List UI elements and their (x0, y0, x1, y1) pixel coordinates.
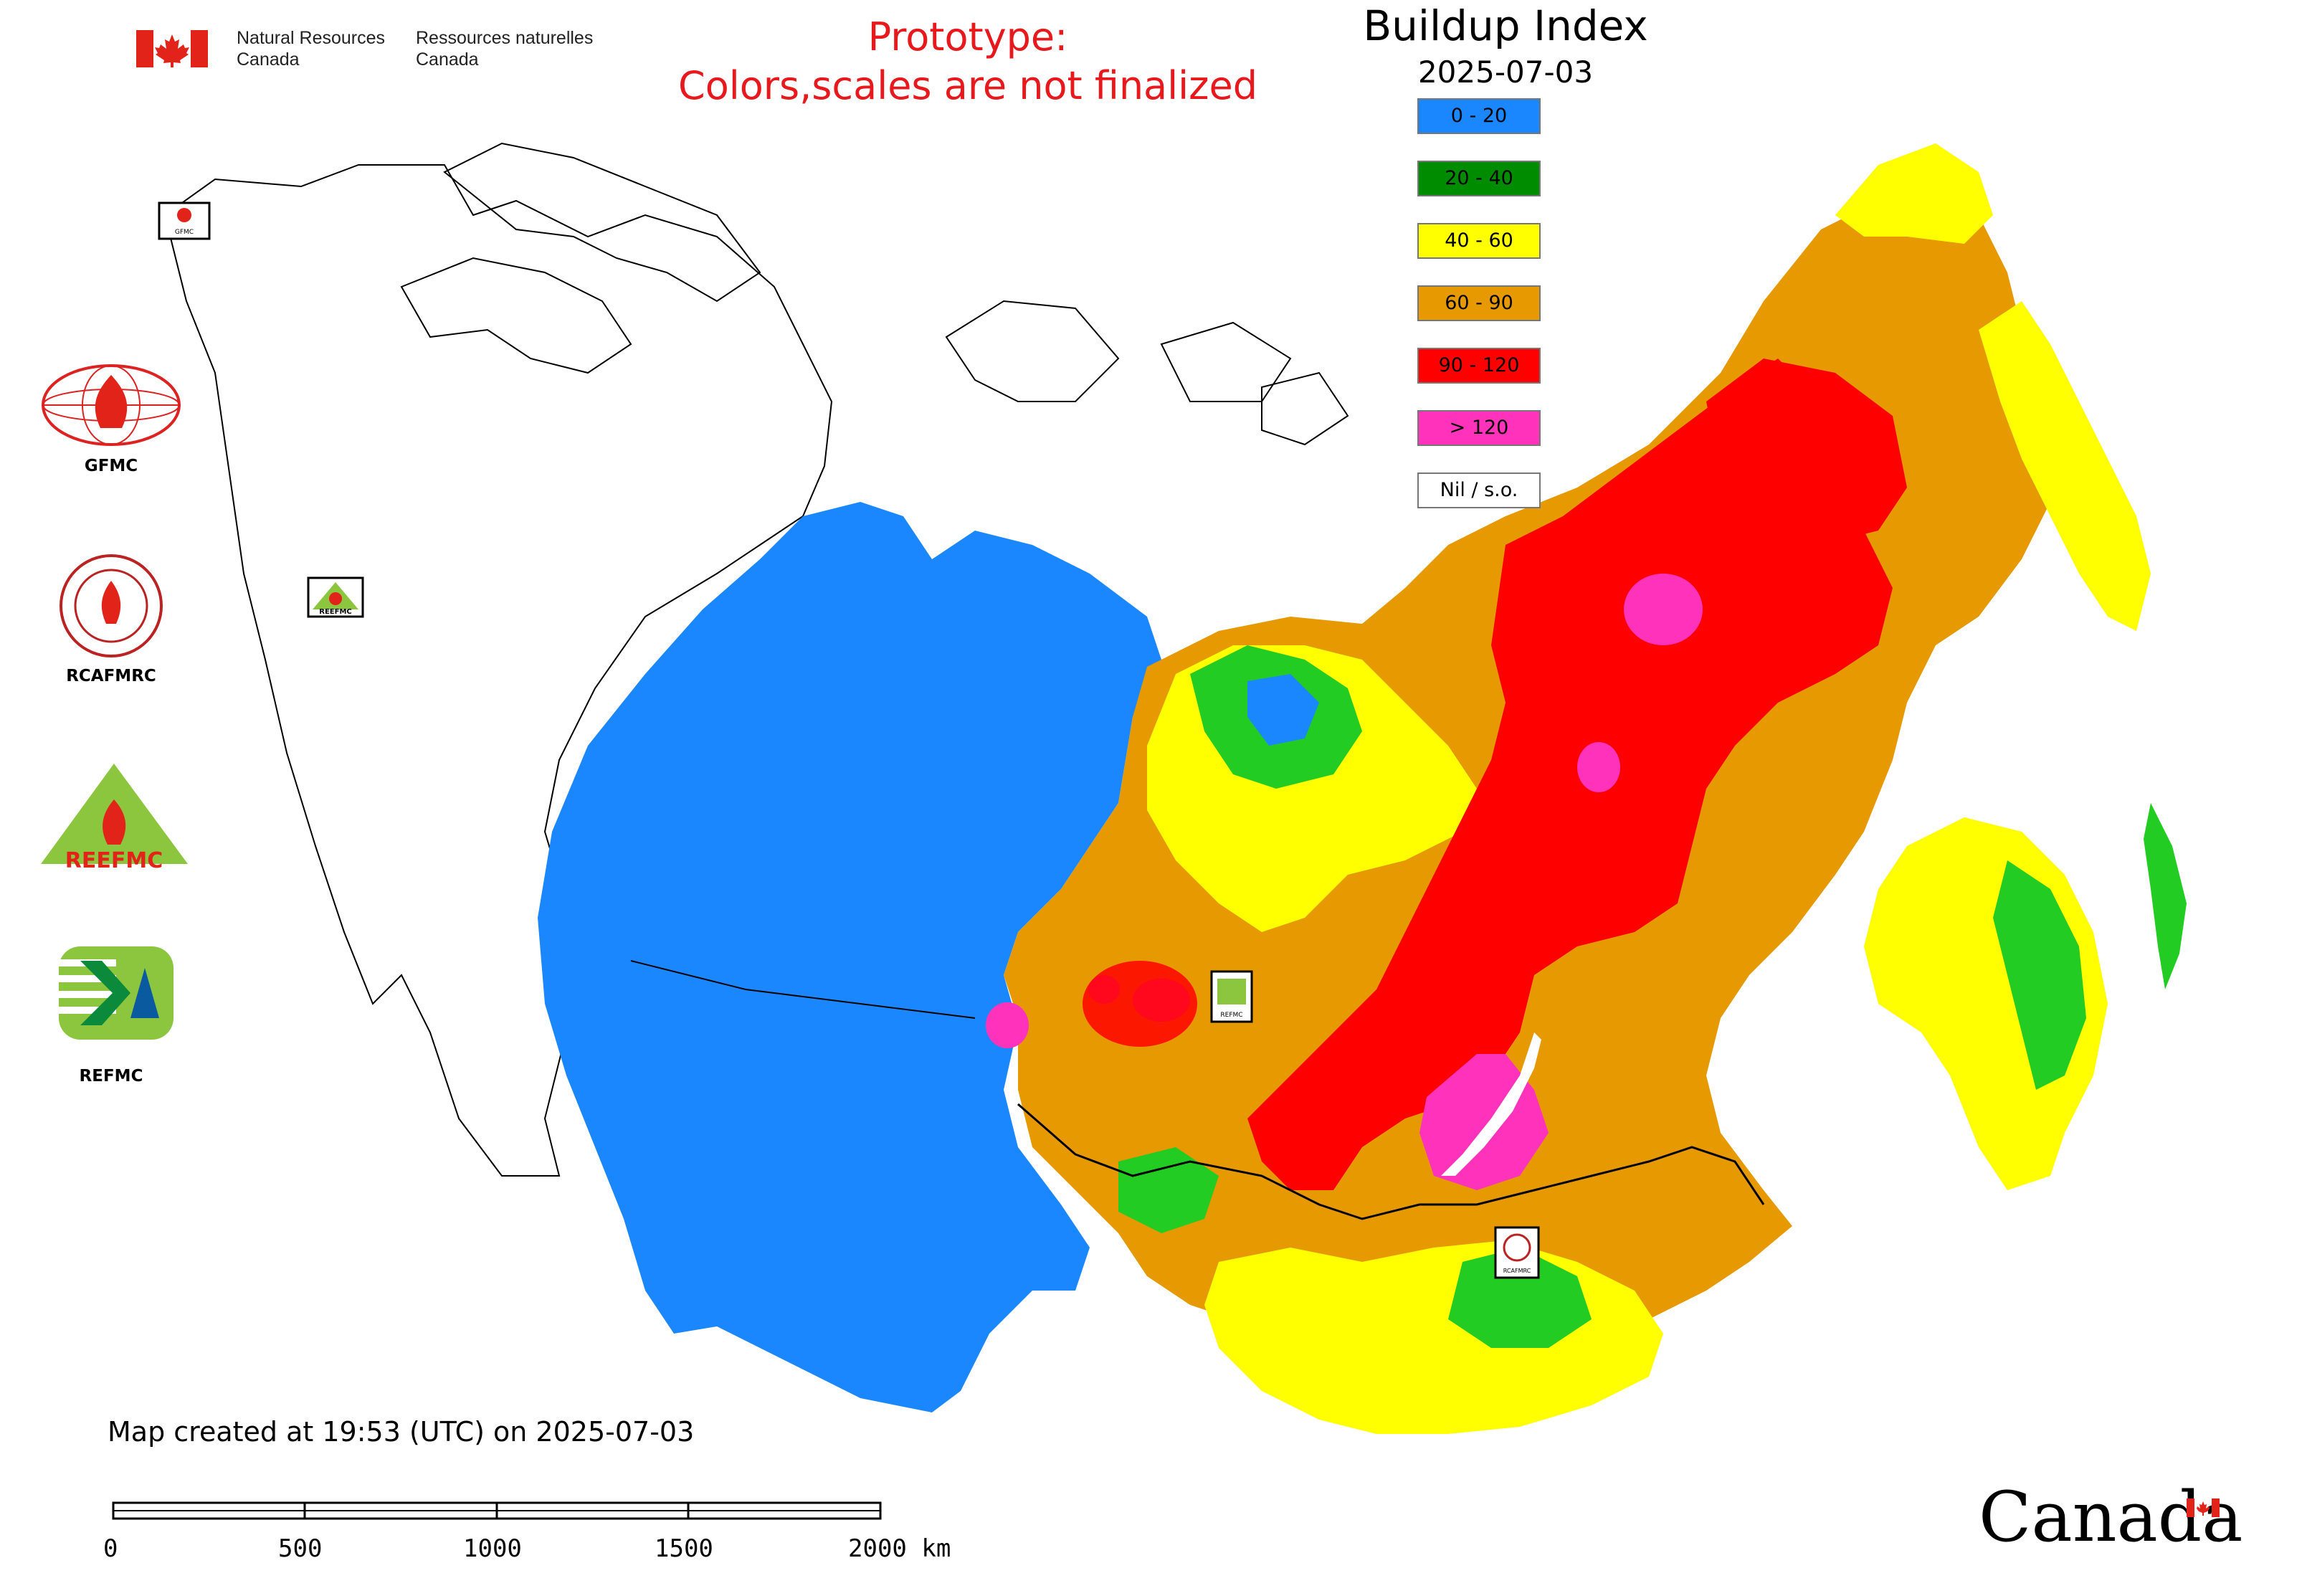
west-land-outline-2 (400, 257, 632, 374)
prototype-notice: Prototype: Colors,scales are not finaliz… (645, 13, 1290, 110)
reefmc-logo-text: REEFMC (65, 848, 163, 873)
wordmark-flag-icon (2187, 1498, 2220, 1517)
bui-gt-120-patch-west-1 (986, 1002, 1029, 1048)
bui-gt-120-patch-2 (1577, 742, 1620, 792)
refmc-marker-text: REFMC (1220, 1012, 1242, 1019)
legend-class-4: 90 - 120 (1417, 348, 1541, 384)
bui-90-120-west-blob (1083, 961, 1197, 1047)
canada-flag-icon (136, 30, 208, 67)
legend-class-0: 0 - 20 (1417, 98, 1541, 134)
gfmc-label: GFMC (84, 457, 138, 475)
legend-date: 2025-07-03 (1417, 54, 1594, 90)
canada-wordmark: Canada (1979, 1477, 2243, 1557)
national-border (1017, 1103, 1765, 1220)
west-land-outline (163, 164, 833, 1177)
chukotka (1835, 143, 1993, 244)
legend-title: Buildup Index (1363, 1, 1648, 50)
gfmc-logo-icon (42, 364, 181, 446)
scale-tick-1500: 1500 (655, 1534, 713, 1563)
scale-tick-0: 0 (103, 1534, 118, 1563)
refmc-label: REFMC (79, 1067, 143, 1086)
legend-class-6: Nil / s.o. (1417, 472, 1541, 508)
reefmc-logo-icon: REEFMC (41, 764, 188, 873)
bui-90-120-northeast (1706, 358, 1907, 545)
rcafmrc-marker-text: RCAFMRC (1503, 1268, 1531, 1274)
gfmc-map-marker: GFMC (158, 201, 211, 240)
reefmc-marker-text: REEFMC (319, 608, 351, 616)
bui-0-20-region (538, 502, 1161, 1412)
sakhalin (2144, 803, 2187, 989)
rcafmrc-map-marker: RCAFMRC (1494, 1226, 1540, 1279)
bui-20-40-south (1448, 1248, 1592, 1348)
bui-20-40-far-east (1993, 860, 2086, 1090)
gfmc-marker-text: GFMC (175, 229, 194, 236)
department-name-fr: Ressources naturelles Canada (416, 27, 593, 70)
prototype-line1: Prototype: (867, 14, 1068, 60)
reefmc-map-marker: REEFMC (307, 576, 364, 618)
government-signature: Natural Resources Canada Ressources natu… (136, 27, 609, 77)
department-name-en: Natural Resources Canada (237, 27, 385, 70)
bui-gt-120-patch-1 (1624, 574, 1703, 645)
rcafmrc-label: RCAFMRC (66, 667, 156, 685)
legend-class-3: 60 - 90 (1417, 285, 1541, 321)
department-fr-line2: Canada (416, 49, 479, 70)
department-en-line1: Natural Resources (237, 28, 386, 48)
rcafmrc-logo-icon (60, 554, 163, 657)
legend-class-2: 40 - 60 (1417, 223, 1541, 259)
scale-tick-1000: 1000 (463, 1534, 522, 1563)
department-fr-line1: Ressources naturelles (416, 28, 594, 48)
refmc-map-marker: REFMC (1210, 970, 1253, 1023)
kamchatka (1979, 301, 2151, 631)
prototype-line2: Colors,scales are not finalized (678, 63, 1257, 108)
department-en-line2: Canada (237, 49, 300, 70)
legend-class-1: 20 - 40 (1417, 161, 1541, 196)
map-created-note: Map created at 19:53 (UTC) on 2025-07-03 (108, 1416, 695, 1448)
lake-baikal (1441, 1032, 1541, 1176)
bui-0-20-north-core (1247, 674, 1319, 746)
scale-bar (112, 1501, 882, 1520)
scale-tick-2000: 2000 km (848, 1534, 951, 1563)
scandinavia-outline (443, 142, 761, 303)
bui-90-120-belt (1247, 358, 1893, 1190)
refmc-logo-icon (59, 946, 173, 1040)
northern-islands-outline (945, 300, 1349, 446)
bui-20-40-sayan (1118, 1147, 1219, 1233)
scale-tick-500: 500 (278, 1534, 323, 1563)
regional-border-west (630, 960, 976, 1019)
legend-class-5: > 120 (1417, 410, 1541, 446)
